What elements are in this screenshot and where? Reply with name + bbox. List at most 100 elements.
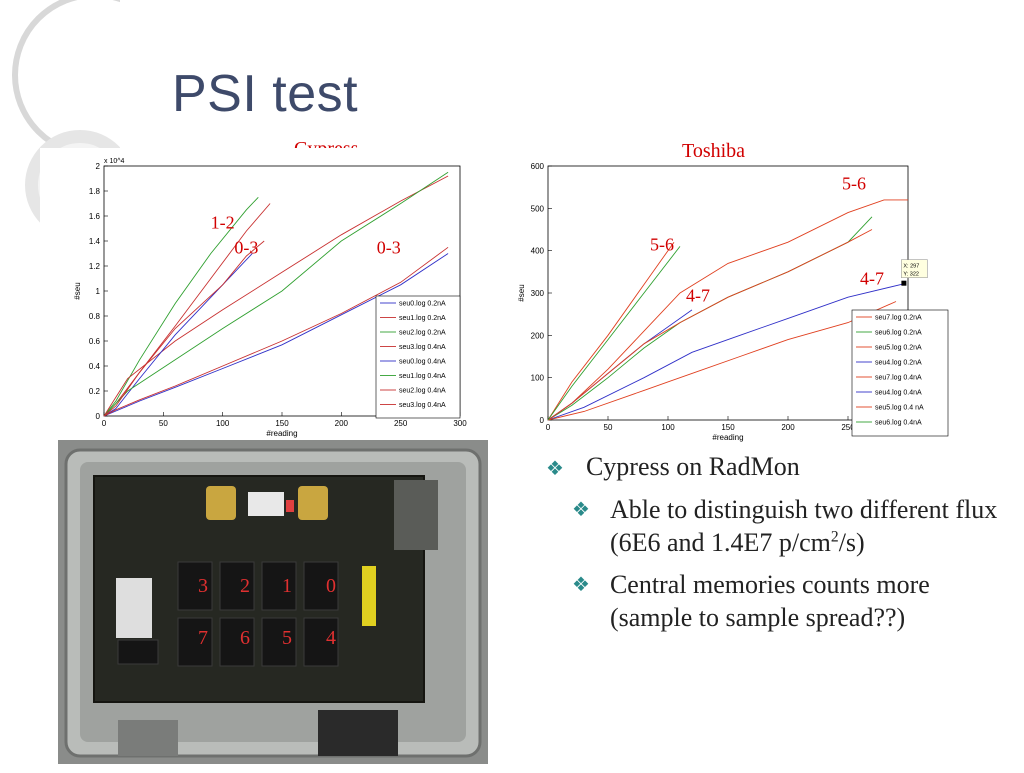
x-tick-label: 150 (721, 423, 735, 432)
series-line (547, 229, 873, 421)
legend-entry: seu0.log 0.4nA (399, 359, 446, 366)
legend-entry: seu7.log 0.4nA (875, 375, 922, 382)
bullet-item: ❖ Able to distinguish two different flux… (572, 494, 1016, 559)
series-line (547, 246, 681, 421)
bullet-text-main: Able to distinguish two different flux (… (609, 495, 998, 557)
annotation-label: 1-2 (211, 213, 235, 233)
y-tick-label: 300 (531, 289, 545, 298)
legend-entry: seu0.log 0.2nA (399, 301, 446, 308)
series-line (103, 175, 449, 417)
radmon-board-photo: 3 2 1 0 7 6 5 4 (58, 440, 488, 764)
y-tick-label: 0.2 (89, 387, 101, 396)
annotation-label: 4-7 (686, 285, 710, 305)
annotation-label: 0-3 (377, 238, 401, 258)
x-axis-label: #reading (266, 429, 297, 438)
bullet-text: Central memories counts more (sample to … (609, 570, 930, 632)
y-tick-label: 200 (531, 331, 545, 340)
bullet-item: ❖ Cypress on RadMon (546, 452, 1016, 482)
y-tick-label: 0 (540, 416, 545, 425)
legend-entry: seu1.log 0.2nA (399, 315, 446, 322)
x-tick-label: 50 (604, 423, 613, 432)
bullet-text-after: /s) (838, 527, 865, 557)
bullet-item: ❖ Central memories counts more (sample t… (572, 569, 1016, 634)
x-tick-label: 250 (394, 419, 408, 428)
bullet-text: Able to distinguish two different flux (… (610, 494, 1016, 559)
series-line (547, 301, 897, 421)
series-line (103, 253, 253, 417)
annotation-label: 0-3 (234, 238, 258, 258)
series-line (103, 240, 265, 417)
memory-label: 0 (326, 575, 336, 597)
y-tick-label: 1.8 (89, 187, 101, 196)
bullet-diamond-icon: ❖ (572, 499, 590, 521)
legend-entry: seu4.log 0.2nA (875, 360, 922, 367)
series-line (103, 246, 449, 417)
x-tick-label: 50 (159, 419, 168, 428)
y-tick-label: 2 (96, 162, 101, 171)
annotation-label: 4-7 (860, 269, 884, 289)
y-axis-label: #seu (517, 284, 526, 301)
memory-label: 4 (326, 627, 336, 649)
cypress-chart: 0 0.2 0.4 0.6 0.8 1 1.2 1.4 1.6 1.8 2 0 50 100 150 200 2… (40, 148, 480, 438)
bullet-text-sup: 2 (830, 527, 839, 545)
annotation-label: 5-6 (650, 235, 674, 255)
x-axis-label: #reading (712, 433, 743, 442)
datatip-text: X: 297 (903, 264, 919, 270)
x-tick-label: 150 (275, 419, 289, 428)
legend-entry: seu7.log 0.2nA (875, 315, 922, 322)
legend-entry: seu4.log 0.4nA (875, 390, 922, 397)
toshiba-chart: 0 100 200 300 400 500 600 0 50 100 150 200 250 #readi… (508, 158, 958, 448)
memory-label: 5 (282, 627, 292, 649)
y-tick-label: 400 (531, 247, 545, 256)
datatip-text: Y: 322 (903, 272, 919, 278)
bullet-diamond-icon: ❖ (572, 574, 590, 596)
y-tick-label: 500 (531, 204, 545, 213)
x-tick-label: 100 (216, 419, 230, 428)
memory-label: 1 (282, 575, 292, 597)
legend-entry: seu6.log 0.2nA (875, 330, 922, 337)
legend-entry: seu6.log 0.4nA (875, 420, 922, 427)
legend-entry: seu2.log 0.4nA (399, 388, 446, 395)
legend-entry: seu5.log 0.2nA (875, 345, 922, 352)
x-tick-label: 0 (102, 419, 107, 428)
x-tick-label: 300 (453, 419, 467, 428)
legend-entry: seu3.log 0.4nA (399, 344, 446, 351)
y-tick-label: 600 (531, 162, 545, 171)
legend-entry: seu5.log 0.4 nA (875, 405, 924, 412)
toshiba-chart-title: Toshiba (682, 140, 746, 162)
y-tick-label: 0.6 (89, 337, 101, 346)
memory-label: 6 (240, 627, 250, 649)
y-tick-label: 1.6 (89, 212, 101, 221)
y-tick-label: 100 (531, 374, 545, 383)
memory-label: 2 (240, 575, 250, 597)
series-line (103, 253, 449, 417)
series-line (547, 199, 908, 421)
series-line (547, 283, 905, 421)
y-tick-label: 0 (96, 412, 101, 421)
memory-label: 7 (198, 627, 208, 649)
y-tick-label: 0.8 (89, 312, 101, 321)
annotation-label: 5-6 (842, 173, 866, 193)
datatip-box (901, 259, 928, 278)
datatip-marker (901, 280, 907, 286)
legend-box (851, 309, 949, 437)
series-line (547, 241, 675, 421)
x-tick-label: 100 (661, 423, 675, 432)
series-line (103, 171, 449, 417)
y-multiplier-label: x 10^4 (104, 158, 125, 165)
bullet-text: Cypress on RadMon (585, 452, 800, 481)
memory-label: 3 (198, 575, 208, 597)
legend-entry: seu2.log 0.2nA (399, 330, 446, 337)
x-tick-label: 0 (546, 423, 551, 432)
legend-box (375, 295, 461, 419)
series-line (103, 196, 259, 417)
y-tick-label: 1.2 (89, 262, 101, 271)
y-tick-label: 1 (96, 287, 101, 296)
legend-entry: seu3.log 0.4nA (399, 402, 446, 409)
slide-title: PSI test (172, 65, 359, 123)
y-tick-label: 0.4 (89, 362, 101, 371)
x-tick-label: 200 (335, 419, 349, 428)
x-tick-label: 200 (781, 423, 795, 432)
x-tick-label: 250 (841, 423, 855, 432)
y-tick-label: 1.4 (89, 237, 101, 246)
